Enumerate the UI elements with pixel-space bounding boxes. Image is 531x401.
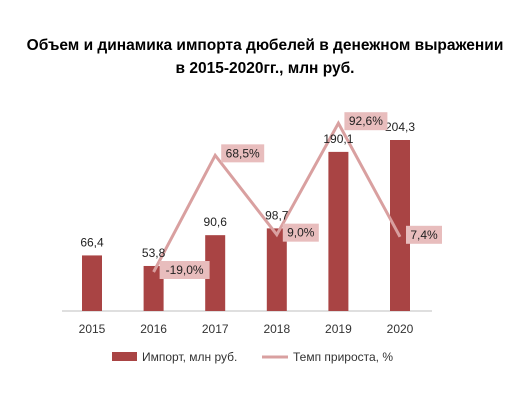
line-label-2017: 68,5% <box>226 146 260 160</box>
bar-2019 <box>328 151 349 311</box>
bar-label-2020: 204,3 <box>385 120 415 134</box>
line-series <box>152 120 402 273</box>
bar-2016 <box>143 265 164 311</box>
x-tick-2018: 2018 <box>263 322 290 336</box>
x-tick-2019: 2019 <box>325 322 352 336</box>
growth-line <box>152 120 402 273</box>
x-tick-2017: 2017 <box>202 322 229 336</box>
legend-label-bar: Импорт, млн руб. <box>142 350 237 364</box>
bar-2017 <box>205 235 226 311</box>
chart-title-line-1: Объем и динамика импорта дюбелей в денеж… <box>27 37 504 54</box>
legend-label-line: Темп прироста, % <box>293 350 393 364</box>
bar-label-2015: 66,4 <box>80 235 104 249</box>
x-ticks: 2015 2016 2017 2018 2019 2020 <box>79 322 414 336</box>
line-label-2019: 92,6% <box>349 114 383 128</box>
x-tick-2016: 2016 <box>140 322 167 336</box>
x-tick-2020: 2020 <box>387 322 414 336</box>
bar-label-2016: 53,8 <box>142 246 166 260</box>
legend-swatch-bar <box>112 352 137 361</box>
bar-2015 <box>82 255 102 311</box>
bar-series <box>82 140 410 311</box>
x-tick-2015: 2015 <box>79 322 106 336</box>
bar-2020 <box>390 140 410 311</box>
legend: Импорт, млн руб. Темп прироста, % <box>112 350 393 364</box>
chart-title-line-2: в 2015-2020гг., млн руб. <box>176 60 355 77</box>
line-label-box-2016 <box>159 261 210 279</box>
line-label-2016: -19,0% <box>166 263 204 277</box>
line-label-box-2018 <box>282 223 319 242</box>
line-label-box-2020 <box>406 225 442 244</box>
bar-2018 <box>266 228 287 311</box>
bar-label-2018: 98,7 <box>265 208 289 222</box>
bar-label-2019: 190,1 <box>323 132 353 146</box>
data-labels: 66,4 53,8 90,6 98,7 190,1 204,3 -19,0% 68,5% 9,0… <box>80 112 442 279</box>
bar-label-2017: 90,6 <box>204 215 228 229</box>
line-label-box-2019 <box>344 112 388 131</box>
line-label-2020: 7,4% <box>410 228 438 242</box>
line-label-2018: 9,0% <box>287 226 315 240</box>
line-label-box-2017 <box>221 144 265 163</box>
